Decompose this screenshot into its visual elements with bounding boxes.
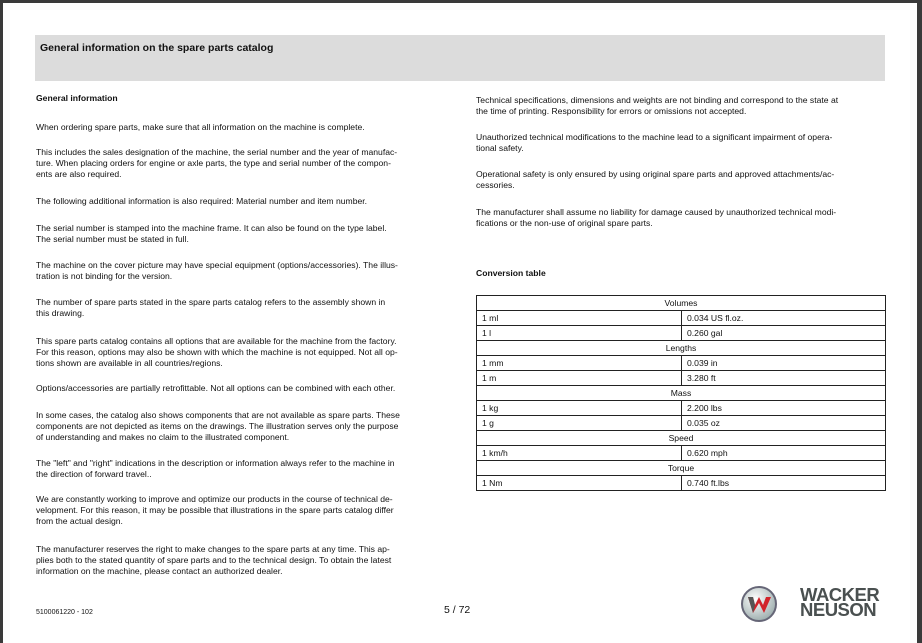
paragraph: Operational safety is only ensured by us… <box>476 169 834 191</box>
text-line: cessories. <box>476 180 515 190</box>
paragraph: We are constantly working to improve and… <box>36 494 394 527</box>
text-line: This includes the sales designation of t… <box>36 147 398 157</box>
unit-cell: 1 kg <box>476 400 682 416</box>
value-cell: 0.034 US fl.oz. <box>681 310 886 326</box>
text-line: the direction of forward travel.. <box>36 469 152 479</box>
text-line: plies both to the stated quantity of spa… <box>36 555 392 565</box>
text-line: Technical specifications, dimensions and… <box>476 95 839 105</box>
table-row: 1 l 0.260 gal <box>476 325 886 341</box>
unit-cell: 1 ml <box>476 310 682 326</box>
paragraph: The "left" and "right" indications in th… <box>36 458 395 480</box>
unit-cell: 1 m <box>476 370 682 386</box>
paragraph: The manufacturer shall assume no liabili… <box>476 207 836 229</box>
text-line: fications or the non-use of original spa… <box>476 218 653 228</box>
document-number: 5100061220 - 102 <box>36 609 93 616</box>
category-cell: Lengths <box>476 340 886 356</box>
page-title: General information on the spare parts c… <box>40 42 274 54</box>
paragraph: The number of spare parts stated in the … <box>36 297 385 319</box>
paragraph: The serial number is stamped into the ma… <box>36 223 387 245</box>
text-line: The serial number must be stated in full… <box>36 234 189 244</box>
table-row: 1 kg 2.200 lbs <box>476 400 886 416</box>
unit-cell: 1 l <box>476 325 682 341</box>
section-subtitle: General information <box>36 93 118 103</box>
paragraph: In some cases, the catalog also shows co… <box>36 410 400 443</box>
value-cell: 0.620 mph <box>681 445 886 461</box>
paragraph: The following additional information is … <box>36 196 367 207</box>
category-cell: Mass <box>476 385 886 401</box>
text-line: Unauthorized technical modifications to … <box>476 132 833 142</box>
paragraph: Options/accessories are partially retrof… <box>36 383 395 394</box>
table-category-row: Mass <box>476 385 886 401</box>
text-line: The following additional information is … <box>36 196 368 206</box>
text-line: of understanding and makes no claim to t… <box>36 432 290 442</box>
unit-cell: 1 g <box>476 415 682 431</box>
value-cell: 3.280 ft <box>681 370 886 386</box>
table-category-row: Speed <box>476 430 886 446</box>
table-row: 1 Nm 0.740 ft.lbs <box>476 475 886 491</box>
table-category-row: Lengths <box>476 340 886 356</box>
paragraph: This includes the sales designation of t… <box>36 147 397 180</box>
unit-cell: 1 km/h <box>476 445 682 461</box>
unit-cell: 1 Nm <box>476 475 682 491</box>
paragraph: When ordering spare parts, make sure tha… <box>36 122 365 133</box>
section-header: General information on the spare parts c… <box>35 35 885 81</box>
text-line: components are not depicted as items on … <box>36 421 399 431</box>
text-line: The machine on the cover picture may hav… <box>36 260 398 270</box>
value-cell: 2.200 lbs <box>681 400 886 416</box>
text-line: information on the machine, please conta… <box>36 566 283 576</box>
text-line: When ordering spare parts, make sure tha… <box>36 122 365 132</box>
value-cell: 0.035 oz <box>681 415 886 431</box>
text-line: the time of printing. Responsibility for… <box>476 106 747 116</box>
conversion-table: Volumes 1 ml 0.034 US fl.oz. 1 l 0.260 gal Le… <box>476 295 886 491</box>
value-cell: 0.740 ft.lbs <box>681 475 886 491</box>
text-line: tions shown are available in all countri… <box>36 358 223 368</box>
text-line: tration is not binding for the version. <box>36 271 173 281</box>
text-line: We are constantly working to improve and… <box>36 494 393 504</box>
wacker-neuson-logo-icon <box>741 586 777 622</box>
text-line: ture. When placing orders for engine or … <box>36 158 391 168</box>
text-line: For this reason, options may also be sho… <box>36 347 398 357</box>
text-line: ents are also required. <box>36 169 122 179</box>
text-line: The manufacturer shall assume no liabili… <box>476 207 837 217</box>
table-row: 1 g 0.035 oz <box>476 415 886 431</box>
conversion-table-title: Conversion table <box>476 268 546 278</box>
text-line: Operational safety is only ensured by us… <box>476 169 835 179</box>
text-line: this drawing. <box>36 308 85 318</box>
paragraph: Unauthorized technical modifications to … <box>476 132 832 154</box>
text-line: from the actual design. <box>36 516 123 526</box>
category-cell: Speed <box>476 430 886 446</box>
text-line: tional safety. <box>476 143 524 153</box>
paragraph: The machine on the cover picture may hav… <box>36 260 398 282</box>
text-line: In some cases, the catalog also shows co… <box>36 410 400 420</box>
brand-wordmark: WACKER NEUSON <box>800 584 880 620</box>
paragraph: The manufacturer reserves the right to m… <box>36 544 391 577</box>
text-line: The manufacturer reserves the right to m… <box>36 544 390 554</box>
paragraph: This spare parts catalog contains all op… <box>36 336 398 369</box>
value-cell: 0.039 in <box>681 355 886 371</box>
category-cell: Volumes <box>476 295 886 311</box>
table-row: 1 mm 0.039 in <box>476 355 886 371</box>
value-cell: 0.260 gal <box>681 325 886 341</box>
page-number: 5 / 72 <box>444 604 471 616</box>
table-category-row: Torque <box>476 460 886 476</box>
table-row: 1 ml 0.034 US fl.oz. <box>476 310 886 326</box>
text-line: The number of spare parts stated in the … <box>36 297 386 307</box>
table-category-row: Volumes <box>476 295 886 311</box>
text-line: The serial number is stamped into the ma… <box>36 223 387 233</box>
unit-cell: 1 mm <box>476 355 682 371</box>
category-cell: Torque <box>476 460 886 476</box>
text-line: velopment. For this reason, it may be po… <box>36 505 394 515</box>
document-page: General information on the spare parts c… <box>3 3 917 643</box>
text-line: This spare parts catalog contains all op… <box>36 336 397 346</box>
table-row: 1 m 3.280 ft <box>476 370 886 386</box>
paragraph: Technical specifications, dimensions and… <box>476 95 838 117</box>
text-line: Options/accessories are partially retrof… <box>36 383 396 393</box>
text-line: The "left" and "right" indications in th… <box>36 458 395 468</box>
table-row: 1 km/h 0.620 mph <box>476 445 886 461</box>
